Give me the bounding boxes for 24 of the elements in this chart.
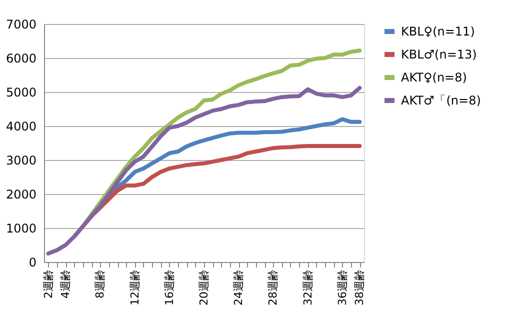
y-tick-label: 2000 [6,188,36,202]
x-tick-label: 12週齢 [128,270,142,306]
x-tick-label: 2週齢 [42,270,55,298]
line-series [46,86,362,256]
x-tick-label: 24週齢 [232,270,246,306]
x-tick-label: 4週齢 [59,270,72,298]
y-tick-label: 6000 [6,52,36,66]
y-tick-label: 3000 [6,154,36,168]
y-tick-label: 0 [28,256,36,270]
y-tick-label: 4000 [6,120,36,134]
y-tick-label: 7000 [6,18,36,32]
x-tick-label: 36週齢 [336,270,349,306]
x-tick-label: 28週齢 [266,270,280,306]
legend-label: KBL♀(n=11) [401,24,475,38]
x-tick-label: 16週齢 [162,270,176,306]
x-tick-label: 8週齢 [94,270,107,298]
y-tick-label: 1000 [6,222,36,236]
x-tick-label: 38週齢 [353,270,366,306]
legend-label: AKT♀(n=8) [401,70,467,84]
y-tick-label: 5000 [6,86,36,100]
x-tick-label: 32週齢 [301,270,314,306]
legend-label: AKT♂「(n=8) [401,94,481,108]
x-tick-label: 20週齢 [198,270,210,306]
legend-label: KBL♂(n=13) [401,48,477,62]
